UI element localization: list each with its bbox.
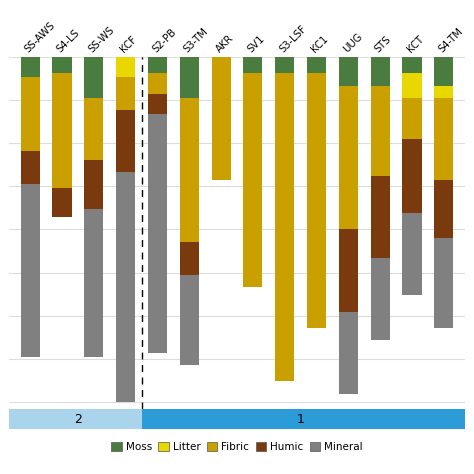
Bar <box>116 172 135 402</box>
Bar <box>53 73 72 188</box>
Bar <box>307 73 326 328</box>
Bar <box>434 180 454 237</box>
Text: 2: 2 <box>74 412 82 426</box>
Bar <box>142 409 465 429</box>
Bar <box>243 57 263 73</box>
Bar <box>307 57 326 73</box>
Bar <box>148 94 167 114</box>
Bar <box>9 409 142 429</box>
Bar <box>275 57 294 73</box>
Bar <box>180 57 199 98</box>
Bar <box>371 176 390 258</box>
Bar <box>116 110 135 172</box>
Bar <box>434 86 454 98</box>
Bar <box>434 57 454 86</box>
Bar <box>116 57 135 77</box>
Bar <box>339 311 358 394</box>
Bar <box>402 213 421 295</box>
Bar <box>180 242 199 274</box>
Bar <box>211 57 231 180</box>
Bar <box>116 77 135 110</box>
Bar <box>20 77 40 151</box>
Bar <box>20 184 40 357</box>
Bar <box>20 57 40 77</box>
Bar <box>402 73 421 98</box>
Bar <box>148 57 167 73</box>
Legend: Moss, Litter, Fibric, Humic, Mineral: Moss, Litter, Fibric, Humic, Mineral <box>109 440 365 454</box>
Bar <box>243 73 263 287</box>
Bar <box>402 57 421 73</box>
Bar <box>434 98 454 180</box>
Bar <box>20 151 40 184</box>
Bar <box>402 139 421 213</box>
Bar <box>84 209 103 357</box>
Bar <box>180 274 199 365</box>
Bar <box>402 98 421 139</box>
Bar <box>339 229 358 311</box>
Bar <box>84 57 103 98</box>
Bar <box>371 86 390 176</box>
Bar <box>53 188 72 217</box>
Bar <box>53 57 72 73</box>
Bar <box>148 73 167 94</box>
Text: 1: 1 <box>297 412 305 426</box>
Bar <box>339 57 358 86</box>
Bar <box>371 57 390 86</box>
Bar <box>84 160 103 209</box>
Bar <box>84 98 103 160</box>
Bar <box>180 98 199 242</box>
Bar <box>371 258 390 340</box>
Bar <box>339 86 358 229</box>
Bar <box>434 237 454 328</box>
Bar <box>275 73 294 382</box>
Bar <box>148 114 167 353</box>
